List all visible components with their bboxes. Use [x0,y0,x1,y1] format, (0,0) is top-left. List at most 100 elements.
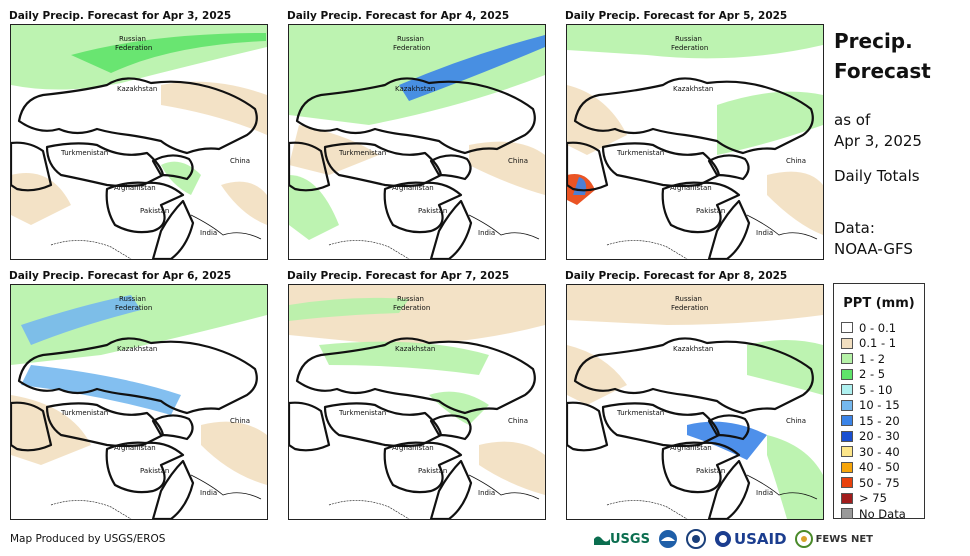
map-frame: Russian Federation Kazakhstan Turkmenistan C… [288,24,546,260]
country-border [295,77,536,155]
legend-item: 10 - 15 [841,398,906,414]
legend-item: 30 - 40 [841,444,906,460]
label-kazakhstan: Kazakhstan [117,85,157,93]
label-russia_line1: Russian [119,295,146,303]
map-frame: Russian Federation Kazakhstan Turkmenistan C… [566,284,824,520]
india-border [190,474,262,500]
precip-area [21,295,141,345]
country-border [105,441,185,494]
country-border [323,142,443,188]
as-of-label: as of [834,111,871,129]
precip-area [399,35,545,101]
india-border [468,214,540,240]
label-russia_line1: Russian [119,35,146,43]
label-india: India [478,489,495,497]
label-china: China [230,157,250,165]
label-russia_line1: Russian [397,35,424,43]
legend-swatch [841,492,853,504]
label-russia_line1: Russian [675,295,702,303]
label-turkmenistan: Turkmenistan [60,409,108,417]
label-turkmenistan: Turkmenistan [338,149,386,157]
label-china: China [786,157,806,165]
country-border [323,402,443,448]
india-border [746,214,818,240]
country-border [707,199,751,259]
label-india: India [756,229,773,237]
country-border [151,414,194,441]
as-of-date: as of Apr 3, 2025 [834,110,922,152]
label-pakistan: Pakistan [140,467,169,475]
country-borders [567,77,814,259]
panel-title: Daily Precip. Forecast for Apr 5, 2025 [565,10,788,22]
partner-logos: USGS USAID FEWS NET [594,527,881,551]
commerce-seal-icon [685,529,706,549]
country-border [661,441,741,494]
india-border [468,474,540,500]
label-pakistan: Pakistan [418,467,447,475]
usaid-logo: USAID [714,530,787,548]
precip-area [567,85,627,155]
precip-area [687,421,767,460]
country-border [383,181,463,234]
label-kazakhstan: Kazakhstan [395,85,435,93]
data-source-label: Data: [834,219,875,237]
panel-title: Daily Precip. Forecast for Apr 6, 2025 [9,270,232,282]
side-title: Precip. Forecast [834,26,931,86]
country-border [567,401,609,452]
label-afghanistan: Afghanistan [392,184,434,192]
country-border [707,459,751,519]
precip-area [567,25,823,59]
legend-swatch [841,415,853,427]
legend-item: 40 - 50 [841,460,906,476]
legend-item: 0.1 - 1 [841,336,906,352]
precip-area [11,173,71,225]
legend-label: 0 - 0.1 [859,320,897,335]
country-borders [11,77,258,259]
label-afghanistan: Afghanistan [114,184,156,192]
data-source-value: NOAA-GFS [834,240,913,258]
as-of-value: Apr 3, 2025 [834,132,922,150]
panel-title: Daily Precip. Forecast for Apr 8, 2025 [565,270,788,282]
coastline [328,500,410,519]
country-border [601,142,721,188]
precip-field [567,25,823,235]
country-border [573,77,814,155]
legend-label: 40 - 50 [859,460,900,475]
daily-totals-label: Daily Totals [834,167,920,185]
country-border [429,154,472,181]
label-india: India [756,489,773,497]
legend-swatch [841,384,853,396]
coastline [50,500,132,519]
country-border [151,459,195,519]
side-title-line1: Precip. [834,29,913,53]
country-border [429,459,473,519]
legend-swatch [841,399,853,411]
legend-label: 10 - 15 [859,398,900,413]
usgs-wave-icon [594,536,610,545]
legend-item: 50 - 75 [841,475,906,491]
label-pakistan: Pakistan [696,207,725,215]
country-border [45,142,165,188]
label-pakistan: Pakistan [418,207,447,215]
country-border [45,402,165,448]
legend-swatch [841,322,853,334]
legend-label: 5 - 10 [859,382,893,397]
coastline [328,240,410,259]
fews-flower-icon [794,530,813,548]
precip-area [11,395,91,465]
precip-area [11,285,267,365]
noaa-logo [658,529,678,549]
legend-item: No Data [841,506,906,522]
panel-title: Daily Precip. Forecast for Apr 3, 2025 [9,10,232,22]
panel-title: Daily Precip. Forecast for Apr 7, 2025 [287,270,510,282]
legend-label: 0.1 - 1 [859,336,897,351]
precip-area [747,340,823,395]
label-russia_line1: Russian [675,35,702,43]
legend-label: 20 - 30 [859,429,900,444]
